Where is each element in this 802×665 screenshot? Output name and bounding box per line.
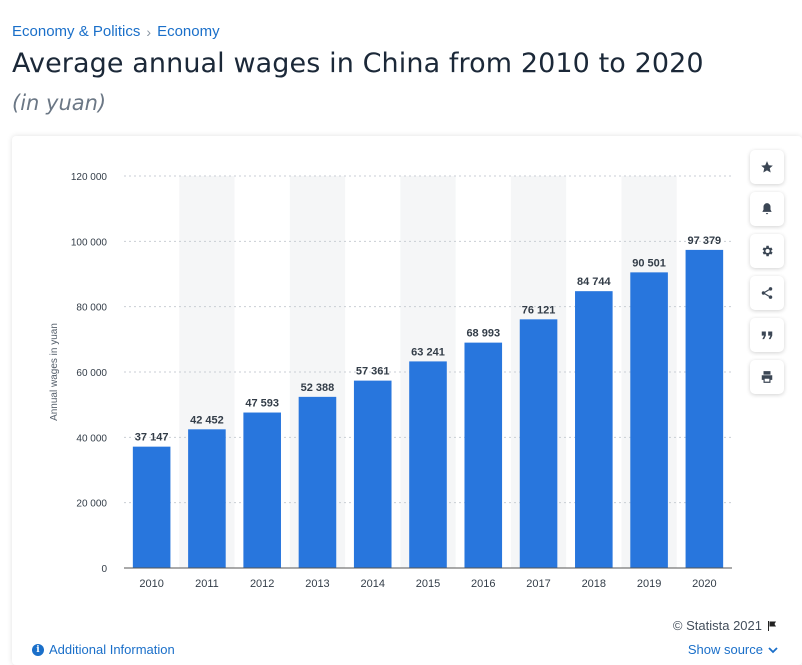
- y-tick-label: 20 000: [76, 499, 107, 510]
- bar-value-label: 52 388: [301, 382, 335, 394]
- x-tick-label: 2013: [305, 578, 329, 590]
- bar-value-label: 68 993: [466, 328, 500, 340]
- bar: [685, 249, 724, 568]
- y-tick-label: 60 000: [76, 368, 107, 379]
- bar: [464, 342, 503, 568]
- chart-card: 0 20 000 40 000 60 000 80 000 100 000 120 000 A…: [12, 136, 802, 665]
- show-source-label: Show source: [687, 642, 763, 657]
- quote-icon: [761, 331, 773, 340]
- bar-value-label: 63 241: [411, 346, 445, 358]
- additional-information-label: Additional Information: [49, 642, 175, 657]
- x-tick-label: 2010: [139, 578, 163, 590]
- bar: [298, 396, 337, 568]
- bar: [575, 291, 613, 568]
- print-icon: [761, 371, 773, 383]
- chart-toolbar: [750, 150, 784, 402]
- bar-value-label: 90 501: [632, 257, 666, 269]
- bar-value-label: 47 593: [245, 398, 279, 410]
- x-tick-label: 2012: [250, 578, 274, 590]
- bar: [353, 380, 392, 568]
- flag-icon[interactable]: [766, 620, 778, 632]
- bar-value-label: 42 452: [190, 414, 224, 426]
- x-tick-label: 2016: [471, 578, 495, 590]
- x-tick-label: 2018: [582, 578, 606, 590]
- favorite-button[interactable]: [750, 150, 784, 184]
- copyright-notice: © Statista 2021: [673, 618, 778, 633]
- x-tick-label: 2017: [526, 578, 550, 590]
- bar-value-label: 76 121: [522, 304, 556, 316]
- y-tick-label: 0: [101, 564, 107, 575]
- bar: [630, 272, 668, 568]
- y-tick-label: 100 000: [71, 237, 108, 248]
- bell-icon: [762, 203, 772, 215]
- chevron-down-icon: [768, 646, 778, 653]
- x-tick-label: 2015: [416, 578, 440, 590]
- breadcrumb-item-economy-politics[interactable]: Economy & Politics: [12, 23, 141, 40]
- show-source-link[interactable]: Show source: [688, 642, 778, 657]
- x-tick-label: 2011: [195, 578, 219, 590]
- info-icon: i: [32, 643, 44, 656]
- breadcrumb: Economy & Politics › Economy: [12, 23, 220, 40]
- bar-chart: 0 20 000 40 000 60 000 80 000 100 000 120 000 A…: [49, 172, 732, 590]
- y-tick-label: 120 000: [71, 172, 108, 183]
- share-icon: [761, 287, 773, 299]
- y-tick-label: 40 000: [76, 433, 107, 444]
- bar-value-label: 84 744: [577, 276, 612, 288]
- settings-button[interactable]: [750, 234, 784, 268]
- x-tick-label: 2020: [692, 578, 716, 590]
- bar-value-label: 57 361: [356, 366, 390, 378]
- y-axis-label: Annual wages in yuan: [49, 323, 60, 421]
- y-tick-label: 80 000: [76, 303, 107, 314]
- bar-value-label: 97 379: [688, 235, 722, 247]
- copyright-text: © Statista 2021: [672, 618, 762, 633]
- page-subtitle: (in yuan): [12, 91, 107, 115]
- cite-button[interactable]: [750, 318, 784, 352]
- notification-button[interactable]: [750, 192, 784, 226]
- bar-value-label: 37 147: [135, 432, 169, 444]
- breadcrumb-separator: ›: [146, 23, 152, 40]
- bar: [243, 412, 281, 568]
- bar: [188, 429, 226, 568]
- x-tick-label: 2019: [637, 578, 661, 590]
- bar: [409, 361, 447, 568]
- bar: [519, 319, 558, 568]
- share-button[interactable]: [750, 276, 784, 310]
- page-title: Average annual wages in China from 2010 …: [12, 48, 704, 79]
- gear-icon: [762, 245, 773, 257]
- bar: [132, 446, 171, 568]
- breadcrumb-item-economy[interactable]: Economy: [157, 23, 220, 40]
- x-tick-label: 2014: [360, 578, 384, 590]
- additional-information-link[interactable]: i Additional Information: [32, 642, 175, 657]
- print-button[interactable]: [750, 360, 784, 394]
- star-icon: [761, 161, 773, 173]
